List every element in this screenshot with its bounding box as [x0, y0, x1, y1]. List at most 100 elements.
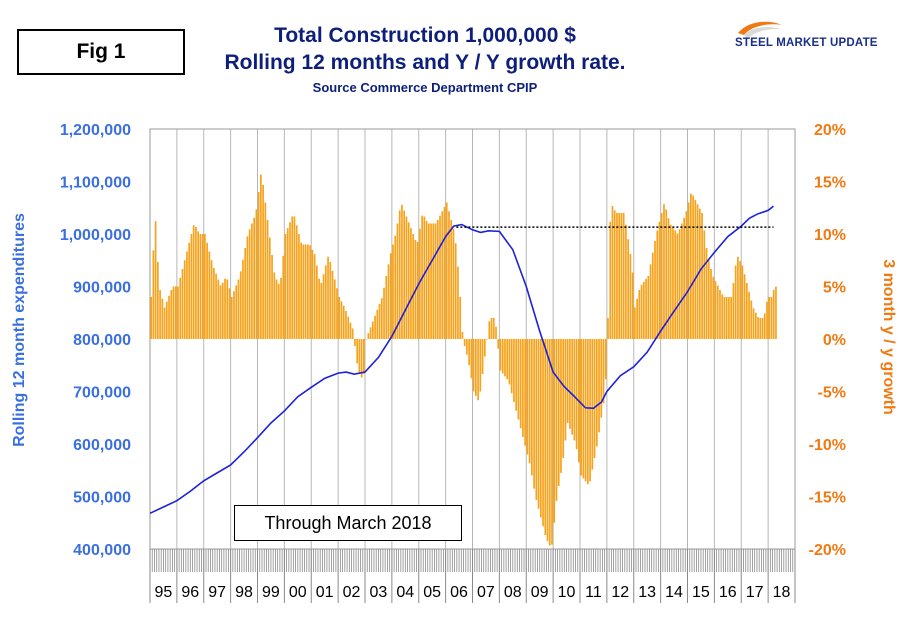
- growth-bar: [351, 328, 354, 339]
- growth-bar: [557, 339, 560, 486]
- growth-bar: [195, 227, 197, 339]
- growth-bar: [371, 321, 374, 339]
- growth-bar: [156, 262, 159, 339]
- right-tick-label: 0%: [823, 332, 846, 349]
- growth-bar: [387, 264, 390, 339]
- growth-bar: [425, 220, 428, 339]
- growth-bar: [345, 311, 347, 339]
- left-tick-label: 600,000: [73, 437, 131, 454]
- growth-bar: [430, 223, 432, 339]
- growth-bar: [389, 253, 392, 339]
- growth-bar: [515, 339, 518, 411]
- growth-bar: [248, 229, 251, 339]
- growth-bar: [266, 220, 269, 339]
- right-tick-label: -5%: [818, 385, 846, 402]
- growth-bar: [459, 297, 462, 339]
- left-tick-label: 400,000: [73, 542, 131, 559]
- growth-bar: [506, 339, 509, 380]
- growth-bar: [481, 339, 484, 374]
- growth-bar: [280, 277, 282, 339]
- x-tick-label: 04: [396, 584, 414, 601]
- growth-bar: [775, 286, 777, 339]
- growth-bar: [548, 339, 551, 546]
- growth-bar: [721, 294, 724, 339]
- growth-bar: [546, 339, 549, 542]
- growth-bar: [221, 283, 224, 339]
- x-tick-label: 02: [343, 584, 361, 601]
- growth-bar: [461, 332, 464, 339]
- growth-bar: [584, 339, 587, 482]
- x-tick-label: 96: [181, 584, 199, 601]
- growth-bar: [741, 265, 744, 339]
- figure-label: Fig 1: [17, 29, 185, 75]
- growth-bar: [745, 283, 748, 339]
- left-tick-label: 500,000: [73, 490, 131, 507]
- growth-bar: [152, 250, 155, 339]
- growth-bar: [656, 230, 659, 339]
- growth-bar: [262, 185, 264, 339]
- growth-bar: [470, 339, 473, 379]
- growth-bar: [434, 223, 437, 339]
- right-axis-title: 3 month y / y growth: [880, 259, 897, 415]
- growth-bar: [307, 244, 309, 339]
- growth-bar: [407, 222, 410, 339]
- growth-bar: [539, 339, 542, 518]
- growth-bar: [658, 221, 661, 339]
- growth-bar: [591, 339, 594, 470]
- growth-bar: [457, 266, 459, 339]
- growth-bar: [260, 174, 262, 339]
- logo-swoosh-icon: [738, 21, 782, 39]
- growth-bar: [618, 213, 621, 339]
- growth-bar: [631, 272, 634, 339]
- growth-bar: [190, 234, 193, 339]
- growth-bar: [423, 216, 426, 339]
- x-tick-label: 17: [746, 584, 764, 601]
- growth-bar: [698, 208, 701, 339]
- growth-bar: [315, 265, 318, 339]
- right-tick-label: -15%: [809, 490, 846, 507]
- growth-bar: [318, 278, 320, 339]
- growth-bar: [188, 242, 191, 339]
- growth-bar: [298, 234, 300, 339]
- growth-bar: [291, 216, 294, 339]
- growth-bar: [604, 339, 607, 380]
- growth-bar: [380, 298, 383, 339]
- growth-bar: [530, 339, 533, 476]
- growth-bar: [215, 273, 217, 339]
- growth-bar: [264, 202, 267, 339]
- growth-bar: [690, 193, 692, 339]
- growth-bar: [376, 309, 379, 339]
- growth-bar: [199, 234, 202, 339]
- growth-bar: [432, 223, 435, 339]
- growth-bar: [230, 297, 233, 339]
- growth-bar: [542, 339, 544, 527]
- growth-bar: [392, 244, 394, 339]
- growth-bar: [443, 206, 446, 339]
- growth-bar: [228, 288, 231, 339]
- growth-bar: [757, 317, 759, 339]
- growth-bar: [475, 339, 477, 396]
- growth-bar: [569, 339, 571, 429]
- growth-bar: [237, 279, 240, 339]
- growth-bar: [383, 287, 385, 339]
- growth-bar: [490, 318, 493, 339]
- growth-bar: [625, 224, 627, 339]
- growth-bar: [678, 229, 681, 339]
- growth-bar: [544, 339, 547, 535]
- growth-bar: [692, 195, 694, 339]
- growth-bar: [219, 285, 222, 339]
- growth-bar: [687, 202, 690, 339]
- growth-bar: [174, 286, 177, 339]
- growth-bar: [636, 298, 638, 339]
- growth-bar: [210, 260, 213, 339]
- growth-bar: [161, 298, 164, 339]
- left-tick-label: 1,200,000: [60, 122, 131, 139]
- growth-bar: [696, 204, 699, 339]
- growth-bar: [244, 248, 247, 339]
- growth-bar: [616, 213, 618, 339]
- growth-bar: [150, 297, 152, 339]
- growth-bar: [483, 339, 486, 357]
- growth-bar: [647, 276, 650, 339]
- growth-bar: [665, 209, 668, 339]
